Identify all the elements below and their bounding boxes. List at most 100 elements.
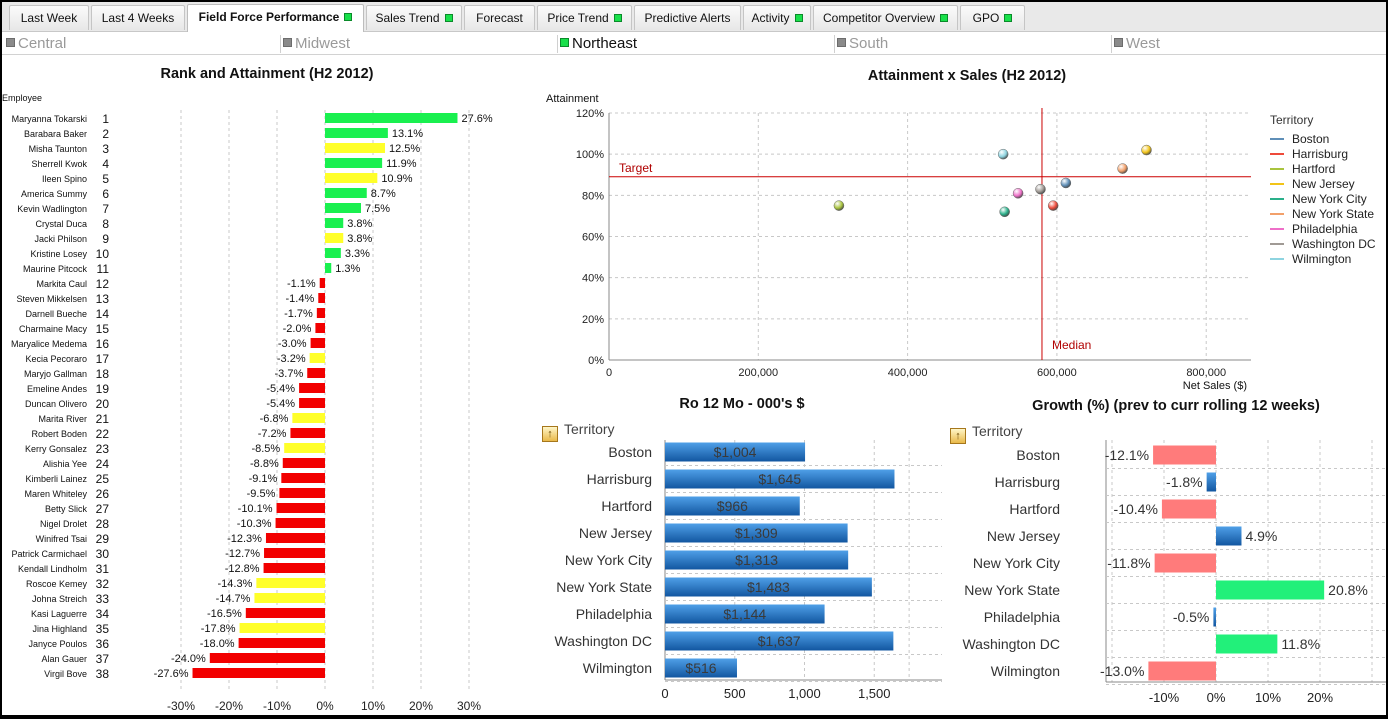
attainment-bar — [279, 488, 325, 498]
status-indicator-icon — [444, 14, 453, 22]
attainment-value-label: -1.7% — [284, 308, 313, 320]
x-tick-label: -30% — [167, 699, 195, 713]
x-tick-label: 0% — [316, 699, 334, 713]
growth-territory-header[interactable]: ↑ Territory — [950, 423, 1023, 444]
attainment-bar — [276, 503, 325, 513]
tab-predictive-alerts[interactable]: Predictive Alerts — [634, 5, 741, 30]
employee-rank: 28 — [96, 517, 110, 531]
employee-name: Alishia Yee — [43, 459, 87, 469]
tab-activity[interactable]: Activity — [743, 5, 811, 30]
rolling-sales-panel: Ro 12 Mo - 000's $ ↑ Territory 0 500 1,000 1… — [542, 395, 942, 715]
tab-competitor-overview[interactable]: Competitor Overview — [813, 5, 958, 30]
attainment-bar — [254, 593, 325, 603]
scatter-point-new-jersey — [1141, 144, 1152, 156]
attainment-bar — [325, 113, 458, 123]
region-label: West — [1126, 35, 1160, 52]
tab-label: Activity — [751, 11, 790, 25]
employee-name: Janyce Poulos — [28, 639, 87, 649]
y-tick-label: 60% — [582, 232, 604, 244]
employee-header: Employee — [2, 93, 42, 103]
tab-label: GPO — [972, 11, 1000, 25]
employee-name: Kimberli Lainez — [25, 474, 87, 484]
attainment-value-label: -8.5% — [251, 443, 280, 455]
tab-forecast[interactable]: Forecast — [464, 5, 535, 30]
scatter-point-philadelphia — [1012, 188, 1024, 199]
rank-chart-title: Rank and Attainment (H2 2012) — [160, 66, 374, 82]
x-tick-label: 10% — [361, 699, 385, 713]
tab-field-force-performance[interactable]: Field Force Performance — [187, 4, 364, 32]
attainment-value-label: 8.7% — [371, 188, 396, 200]
region-item-midwest[interactable]: Midwest — [283, 33, 554, 55]
y-tick-label: 40% — [582, 273, 604, 285]
status-indicator-icon — [1004, 14, 1013, 22]
attainment-value-label: -1.1% — [287, 278, 316, 290]
attainment-value-label: 10.9% — [381, 173, 412, 185]
region-item-south[interactable]: South — [837, 33, 1108, 55]
region-item-central[interactable]: Central — [6, 33, 277, 55]
attainment-bar — [292, 413, 325, 423]
attainment-bar — [245, 608, 325, 618]
x-tick-label: 800,000 — [1186, 367, 1226, 379]
sort-arrow-icon[interactable]: ↑ — [542, 426, 558, 442]
tab-gpo[interactable]: GPO — [960, 5, 1025, 30]
region-divider — [1111, 35, 1112, 53]
selection-indicator-icon — [6, 38, 15, 47]
sales-territory-header[interactable]: ↑ Territory — [542, 421, 615, 442]
region-label: Northeast — [572, 35, 638, 52]
attainment-value-label: -9.5% — [247, 488, 276, 500]
attainment-value-label: 1.3% — [335, 263, 360, 275]
sales-value-label: $1,313 — [735, 552, 778, 568]
growth-bar — [1216, 526, 1242, 546]
legend-item-label: Washington DC — [1292, 237, 1376, 251]
region-item-west[interactable]: West — [1114, 33, 1385, 55]
growth-value-label: 4.9% — [1245, 528, 1277, 544]
attainment-bar — [325, 188, 367, 198]
tab-last-week[interactable]: Last Week — [9, 5, 89, 30]
sales-bar — [665, 469, 895, 489]
y-tick-label: 80% — [582, 190, 604, 202]
legend-item-label: Wilmington — [1292, 252, 1351, 266]
tab-price-trend[interactable]: Price Trend — [537, 5, 632, 30]
tab-last-4-weeks[interactable]: Last 4 Weeks — [91, 5, 185, 30]
employee-name: Roscoe Kemey — [26, 579, 88, 589]
attainment-value-label: -5.4% — [266, 383, 295, 395]
employee-name: Nigel Drolet — [40, 519, 88, 529]
territory-label: Philadelphia — [576, 606, 652, 622]
scatter-point-harrisburg — [1047, 200, 1059, 211]
attainment-value-label: -14.7% — [216, 593, 251, 605]
attainment-bar — [281, 473, 325, 483]
employee-rank: 30 — [96, 547, 110, 561]
employee-name: Patrick Carmichael — [11, 549, 87, 559]
employee-rank: 18 — [96, 367, 110, 381]
attainment-bar — [264, 548, 325, 558]
attainment-bar — [275, 518, 325, 528]
region-item-northeast[interactable]: Northeast — [560, 33, 831, 55]
attainment-value-label: 3.8% — [347, 218, 372, 230]
attainment-bar — [325, 143, 385, 153]
y-tick-label: 0% — [588, 355, 604, 367]
selection-indicator-icon — [1114, 38, 1123, 47]
employee-rank: 6 — [102, 187, 109, 201]
tab-sales-trend[interactable]: Sales Trend — [366, 5, 462, 30]
attainment-bar — [325, 158, 383, 168]
x-tick-label: 0% — [1207, 690, 1226, 705]
employee-rank: 20 — [96, 397, 110, 411]
scatter-point-wilmington — [997, 148, 1009, 160]
sales-value-label: $516 — [685, 660, 716, 676]
attainment-value-label: -24.0% — [171, 653, 206, 665]
attainment-value-label: -18.0% — [200, 638, 235, 650]
attainment-bar — [209, 653, 325, 663]
employee-name: Maryjo Gallman — [24, 369, 87, 379]
tab-label: Forecast — [476, 11, 523, 25]
x-tick-label: 0 — [661, 686, 668, 701]
employee-name: Winifred Tsai — [36, 534, 87, 544]
scatter-point-boston — [1060, 177, 1072, 189]
attainment-bar — [290, 428, 325, 438]
x-tick-label: 1,500 — [858, 686, 891, 701]
growth-bar — [1153, 445, 1216, 465]
employee-name: Maurine Pitcock — [23, 264, 88, 274]
status-indicator-icon — [794, 14, 803, 22]
employee-rank: 27 — [96, 502, 110, 516]
sort-arrow-icon[interactable]: ↑ — [950, 428, 966, 444]
employee-rank: 9 — [102, 232, 109, 246]
